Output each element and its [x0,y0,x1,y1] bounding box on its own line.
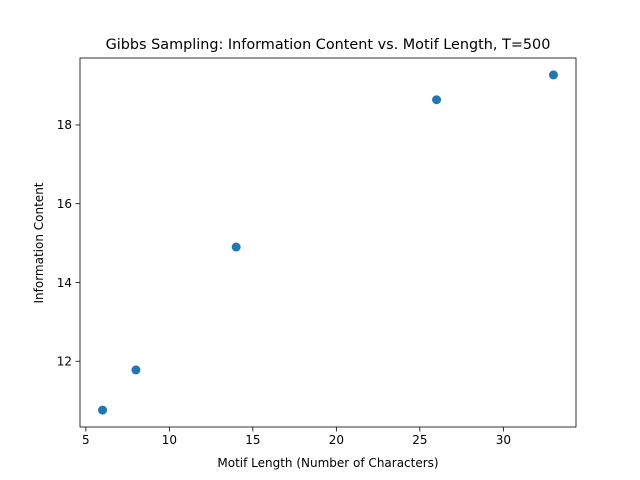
y-tick-label-18: 18 [57,118,72,132]
x-axis-label: Motif Length (Number of Characters) [217,456,438,470]
x-tick-label-30: 30 [496,433,511,447]
data-point-4 [432,95,442,105]
x-tick-label-15: 15 [245,433,260,447]
y-tick-label-12: 12 [57,355,72,369]
x-tick-label-25: 25 [412,433,427,447]
data-point-1 [98,405,108,415]
x-tick-label-5: 5 [82,433,90,447]
x-tick-label-20: 20 [329,433,344,447]
data-point-5 [548,70,558,80]
plot-area: 5 10 15 20 25 30 12 14 16 18 [57,57,577,447]
x-tick-label-10: 10 [162,433,177,447]
data-point-3 [231,242,241,252]
y-axis-label: Information Content [32,182,46,303]
data-point-2 [131,365,141,375]
y-tick-label-14: 14 [57,276,72,290]
chart-title: Gibbs Sampling: Information Content vs. … [106,37,551,53]
y-tick-label-16: 16 [57,197,72,211]
axes-frame [79,57,577,428]
